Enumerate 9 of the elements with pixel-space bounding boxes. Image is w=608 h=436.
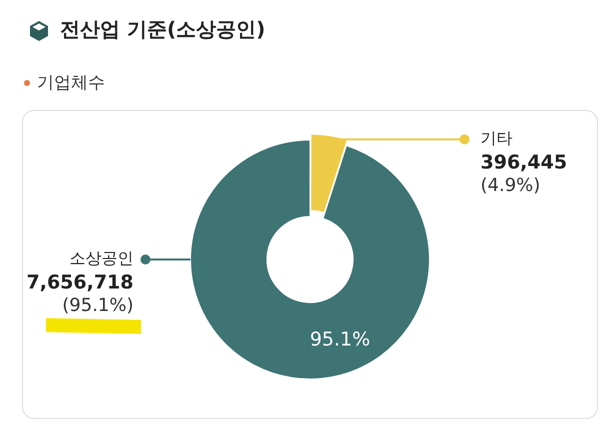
data-label: 7,656,718: [26, 271, 134, 294]
data-label: 396,445: [480, 151, 568, 174]
text: (4.9%): [480, 175, 540, 196]
text: 95.1%: [310, 328, 370, 351]
slice-label: 소상공인: [70, 248, 134, 268]
legend-label: 기타: [480, 128, 512, 148]
text: (95.1%): [62, 295, 134, 316]
chart-title: 전산업 기준(소상공인): [60, 16, 266, 43]
chart-subtitle: 기업체수: [37, 72, 105, 94]
